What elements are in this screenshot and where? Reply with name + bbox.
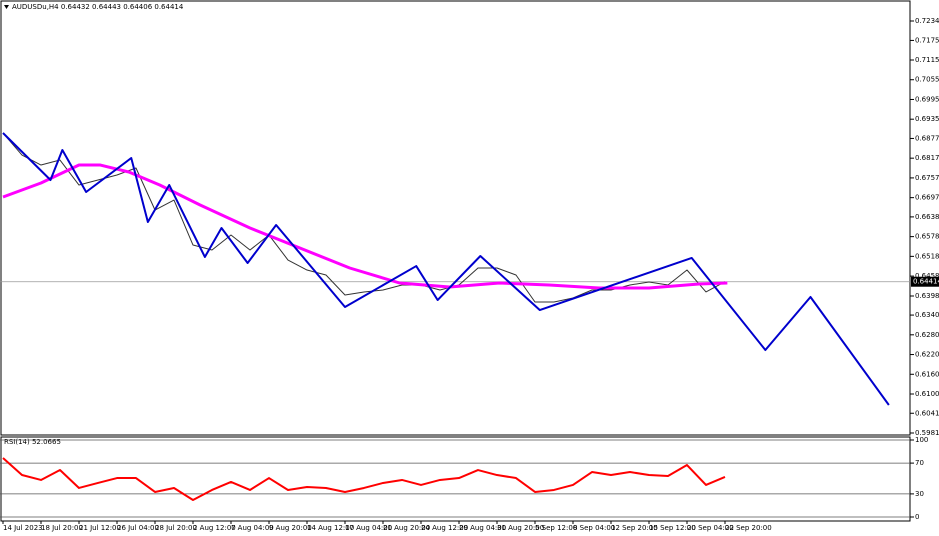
x-tick-label: 7 Aug 04:00 xyxy=(231,524,274,532)
series-line xyxy=(2,163,728,290)
x-tick-label: 14 Aug 12:00 xyxy=(307,524,354,532)
x-tick-label: 24 Aug 12:00 xyxy=(421,524,468,532)
y-tick-label: 0.65185 xyxy=(915,252,939,260)
y-tick-label: 0.69955 xyxy=(915,95,939,103)
y-tick-label: 0.70555 xyxy=(915,76,939,84)
x-tick-label: 12 Sep 20:00 xyxy=(611,524,658,532)
x-tick-label: 29 Aug 04:00 xyxy=(459,524,506,532)
series-line xyxy=(2,457,726,501)
x-tick-label: 28 Jul 20:00 xyxy=(155,524,197,532)
y-tick-label: 0.66385 xyxy=(915,213,939,221)
series-line xyxy=(2,132,726,303)
x-tick-label: 15 Sep 12:00 xyxy=(649,524,696,532)
y-tick-label: 100 xyxy=(915,436,928,444)
current-price-box xyxy=(911,276,939,287)
x-tick-label: 9 Aug 20:00 xyxy=(269,524,312,532)
x-tick-label: 2 Aug 12:00 xyxy=(193,524,236,532)
series-line xyxy=(2,132,890,406)
x-tick-label: 5 Sep 12:00 xyxy=(535,524,577,532)
x-tick-label: 20 Sep 04:00 xyxy=(687,524,734,532)
x-tick-label: 31 Aug 20:00 xyxy=(497,524,544,532)
y-tick-label: 30 xyxy=(915,490,924,498)
x-tick-label: 21 Jul 12:00 xyxy=(79,524,121,532)
y-tick-label: 0.71155 xyxy=(915,56,939,64)
x-tick-label: 18 Jul 20:00 xyxy=(41,524,83,532)
rsi-title: RSI(14) 52.0665 xyxy=(4,438,61,446)
x-tick-label: 22 Sep 20:00 xyxy=(725,524,772,532)
x-tick-label: 8 Sep 04:00 xyxy=(573,524,615,532)
y-tick-label: 0.64585 xyxy=(915,272,939,280)
chart-title: AUDUSDu,H4 0.64432 0.64443 0.64406 0.644… xyxy=(12,3,184,11)
y-tick-label: 70 xyxy=(915,459,924,467)
rsi-frame xyxy=(0,436,911,522)
y-tick-label: 0.59815 xyxy=(915,429,939,437)
y-tick-label: 0.60415 xyxy=(915,409,939,417)
x-tick-label: 14 Jul 2023 xyxy=(3,524,43,532)
x-tick-label: 17 Aug 04:00 xyxy=(345,524,392,532)
y-tick-label: 0.65785 xyxy=(915,233,939,241)
current-price-label: 0.64414 xyxy=(913,278,939,286)
x-tick-label: 26 Jul 04:00 xyxy=(117,524,159,532)
collapse-icon[interactable] xyxy=(4,5,9,9)
y-tick-label: 0 xyxy=(915,513,919,521)
y-tick-label: 0.69355 xyxy=(915,115,939,123)
x-tick-label: 21 Aug 20:00 xyxy=(383,524,430,532)
main-frame xyxy=(0,0,911,436)
